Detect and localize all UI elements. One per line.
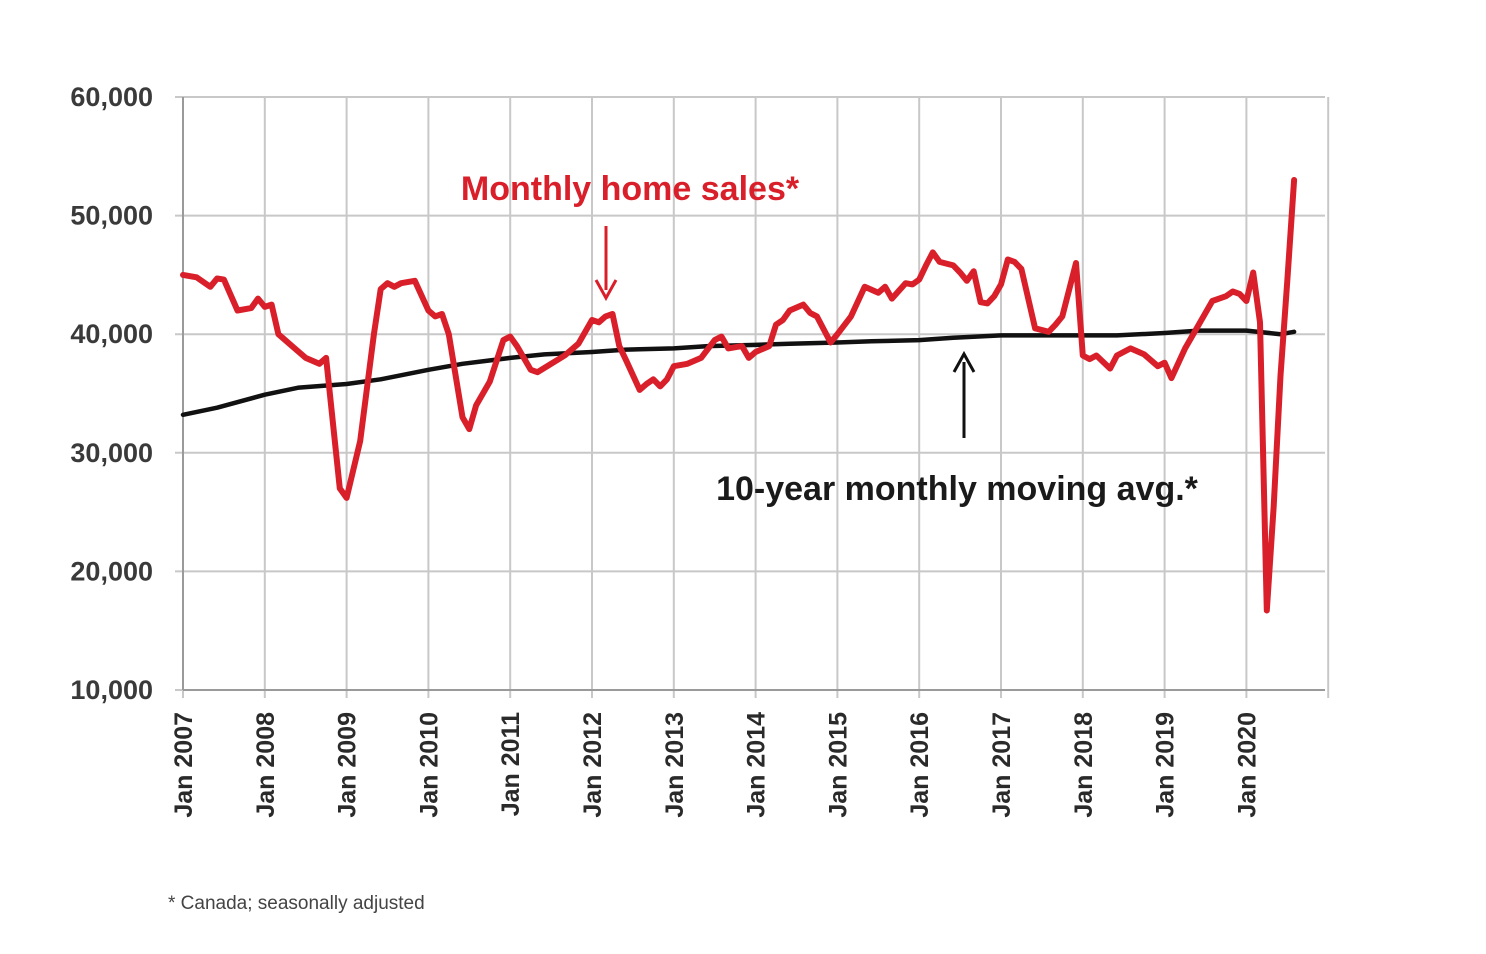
x-tick-label: Jan 2013 xyxy=(661,712,689,818)
y-tick-label: 30,000 xyxy=(70,438,153,468)
x-tick-label: Jan 2018 xyxy=(1070,712,1098,818)
y-tick-labels: 60,000 50,000 40,000 30,000 20,000 10,000 xyxy=(70,82,153,705)
x-tick-label: Jan 2008 xyxy=(252,712,280,818)
monthly-home-sales-line xyxy=(180,177,1298,614)
y-tick-label: 10,000 xyxy=(70,675,153,705)
x-tick-labels: Jan 2007 Jan 2008 Jan 2009 Jan 2010 Jan 2011… xyxy=(170,712,1261,818)
x-tick-label: Jan 2010 xyxy=(415,712,443,818)
y-tick-label: 50,000 xyxy=(70,201,153,231)
footnote: * Canada; seasonally adjusted xyxy=(168,893,425,914)
moving-average-label: 10-year monthly moving avg.* xyxy=(716,470,1199,508)
x-tick-label: Jan 2014 xyxy=(743,712,771,818)
x-tick-label: Jan 2017 xyxy=(988,712,1016,818)
y-tick-label: 20,000 xyxy=(70,556,153,586)
x-tick-label: Jan 2011 xyxy=(497,712,525,816)
axis-layer xyxy=(182,97,1325,691)
x-tick-label: Jan 2007 xyxy=(170,712,198,818)
x-tick-label: Jan 2009 xyxy=(334,712,362,818)
y-tick-label: 60,000 xyxy=(70,82,153,112)
monthly-home-sales-arrow xyxy=(594,226,618,302)
moving-average-arrow xyxy=(952,350,976,438)
moving-average-line xyxy=(180,328,1297,418)
x-tick-label: Jan 2012 xyxy=(579,712,607,818)
series-layer xyxy=(180,177,1298,614)
x-tick-label: Jan 2015 xyxy=(824,712,852,818)
monthly-home-sales-label: Monthly home sales* xyxy=(461,170,800,208)
y-tick-label: 40,000 xyxy=(70,319,153,349)
x-tick-label: Jan 2019 xyxy=(1152,712,1180,818)
x-tick-label: Jan 2020 xyxy=(1233,712,1261,818)
x-tick-label: Jan 2016 xyxy=(906,712,934,818)
